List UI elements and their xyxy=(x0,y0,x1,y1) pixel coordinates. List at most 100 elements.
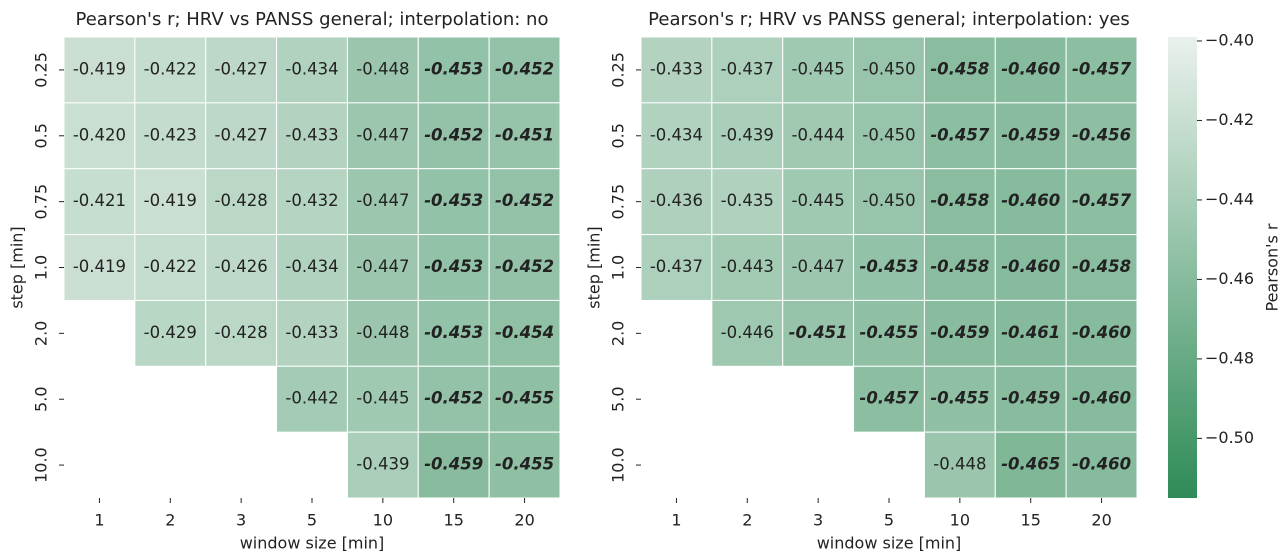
cell-label: -0.448 xyxy=(356,323,409,342)
heatmap-cell xyxy=(1065,36,1138,104)
cell-label: -0.421 xyxy=(73,191,126,210)
heatmap-cell xyxy=(276,299,348,367)
heatmap-cell xyxy=(346,102,419,170)
heatmap-cell xyxy=(853,102,925,170)
heatmap-cell xyxy=(853,36,925,104)
y-tick-label: 0.75 xyxy=(609,184,628,220)
y-tick-label: 1.0 xyxy=(609,255,628,280)
heatmap-cell xyxy=(417,168,490,236)
heatmap-cell xyxy=(276,36,348,104)
cell-label: -0.448 xyxy=(933,455,986,474)
cell-label: -0.458 xyxy=(1072,257,1131,276)
y-tick-label: 0.5 xyxy=(32,123,51,148)
chart-title: Pearson's r; HRV vs PANSS general; inter… xyxy=(648,9,1130,30)
cell-label: -0.451 xyxy=(789,323,848,342)
heatmap-cell xyxy=(205,102,278,170)
x-tick-label: 5 xyxy=(884,511,894,530)
cell-label: -0.422 xyxy=(144,257,197,276)
y-tick-label: 0.25 xyxy=(609,52,628,88)
heatmap-cell xyxy=(488,365,561,433)
heatmap-cell xyxy=(488,234,561,301)
cell-label: -0.460 xyxy=(1072,323,1131,342)
colorbar-label: Pearson's r xyxy=(1263,223,1282,311)
y-tick-label: 2.0 xyxy=(609,321,628,346)
x-tick-label: 1 xyxy=(94,511,104,530)
x-tick-label: 10 xyxy=(950,511,970,530)
heatmap-cell xyxy=(417,431,490,499)
heatmap-cell xyxy=(994,365,1067,433)
cell-label: -0.452 xyxy=(424,389,483,408)
cell-label: -0.457 xyxy=(1072,59,1132,78)
heatmap-cell xyxy=(994,431,1067,499)
cell-label: -0.461 xyxy=(1001,323,1060,342)
cell-label: -0.457 xyxy=(930,125,990,144)
cell-label: -0.455 xyxy=(495,389,554,408)
x-tick-label: 20 xyxy=(1091,511,1111,530)
cell-label: -0.426 xyxy=(215,257,268,276)
cell-label: -0.422 xyxy=(144,59,197,78)
cell-label: -0.428 xyxy=(215,323,268,342)
cell-label: -0.452 xyxy=(495,257,554,276)
cell-label: -0.443 xyxy=(721,257,774,276)
heatmap-cell xyxy=(205,168,278,236)
heatmap-cell xyxy=(488,102,561,170)
heatmap-cell xyxy=(853,234,925,301)
heatmap-cell xyxy=(923,431,996,499)
heatmap-cell xyxy=(346,168,419,236)
y-axis-label: step [min] xyxy=(585,226,604,308)
heatmap-cell xyxy=(1065,431,1138,499)
heatmap-cell xyxy=(417,365,490,433)
heatmap-cell xyxy=(276,234,348,301)
heatmap-cell xyxy=(923,168,996,236)
cell-label: -0.453 xyxy=(859,257,918,276)
heatmap-cell xyxy=(134,168,207,236)
heatmap-cell xyxy=(782,234,855,301)
cell-label: -0.447 xyxy=(356,125,409,144)
cell-label: -0.465 xyxy=(1001,455,1060,474)
cell-label: -0.458 xyxy=(930,257,989,276)
cell-label: -0.446 xyxy=(721,323,774,342)
cell-label: -0.452 xyxy=(424,125,483,144)
cell-label: -0.447 xyxy=(356,191,409,210)
cell-label: -0.458 xyxy=(930,191,989,210)
cell-label: -0.453 xyxy=(424,323,483,342)
cell-label: -0.452 xyxy=(495,191,554,210)
cell-label: -0.433 xyxy=(285,125,338,144)
cell-label: -0.436 xyxy=(650,191,703,210)
cell-label: -0.427 xyxy=(215,125,268,144)
y-tick-label: 5.0 xyxy=(32,386,51,411)
x-tick-label: 1 xyxy=(671,511,681,530)
cell-label: -0.429 xyxy=(144,323,197,342)
x-tick-label: 15 xyxy=(1021,511,1041,530)
cell-label: -0.447 xyxy=(792,257,845,276)
heatmap-cell xyxy=(63,234,136,301)
cell-label: -0.445 xyxy=(356,389,409,408)
cell-label: -0.432 xyxy=(285,191,338,210)
y-tick-label: 0.25 xyxy=(32,52,51,88)
y-axis-label: step [min] xyxy=(8,226,27,308)
heatmap-cell xyxy=(711,299,784,367)
heatmap-cell xyxy=(640,234,713,301)
heatmap-cell xyxy=(994,234,1067,301)
cell-label: -0.445 xyxy=(792,191,845,210)
cell-label: -0.460 xyxy=(1072,455,1131,474)
cell-label: -0.433 xyxy=(650,59,703,78)
heatmap-cell xyxy=(417,36,490,104)
cell-label: -0.434 xyxy=(285,59,338,78)
heatmap-cell xyxy=(782,168,855,236)
heatmap-cell xyxy=(923,365,996,433)
cell-label: -0.419 xyxy=(73,59,126,78)
cell-label: -0.460 xyxy=(1001,257,1060,276)
heatmap-cell xyxy=(63,36,136,104)
cell-label: -0.428 xyxy=(215,191,268,210)
heatmap-cell xyxy=(640,102,713,170)
heatmap-cell xyxy=(711,234,784,301)
cell-label: -0.455 xyxy=(930,389,989,408)
heatmap-cell xyxy=(853,299,925,367)
cell-label: -0.419 xyxy=(73,257,126,276)
chart-title: Pearson's r; HRV vs PANSS general; inter… xyxy=(76,9,549,30)
colorbar-tick-label: −0.50 xyxy=(1205,428,1254,447)
y-tick-label: 2.0 xyxy=(32,321,51,346)
heatmap-cell xyxy=(853,365,925,433)
